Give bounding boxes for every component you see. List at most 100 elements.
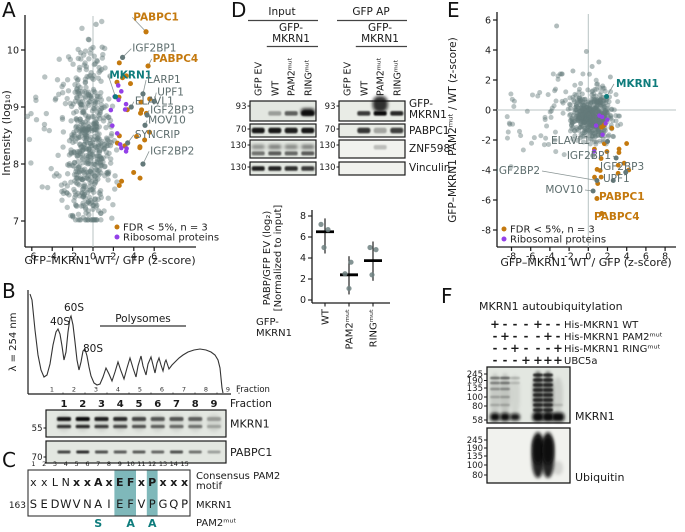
y-tick-label: 0 bbox=[485, 106, 491, 117]
cloud-point bbox=[66, 162, 72, 169]
cloud-point bbox=[99, 18, 105, 25]
cloud-point bbox=[85, 123, 92, 130]
consensus-letter: x bbox=[30, 476, 37, 489]
blot-smear bbox=[553, 461, 563, 475]
cloud-point bbox=[591, 110, 597, 116]
marker-label: 80 bbox=[472, 402, 483, 412]
cloud-point bbox=[75, 152, 81, 158]
cloud-point bbox=[78, 50, 84, 56]
group-header-Input: Input bbox=[268, 6, 295, 18]
cloud-point bbox=[592, 106, 598, 112]
cloud-point bbox=[98, 217, 104, 223]
cloud-point bbox=[585, 99, 591, 105]
cloud-point bbox=[92, 173, 98, 179]
cloud-point bbox=[595, 129, 601, 135]
cloud-point bbox=[96, 148, 103, 154]
ribosomal-point bbox=[114, 131, 120, 136]
blot-smear bbox=[510, 375, 520, 415]
cloud-point bbox=[96, 190, 102, 196]
cloud-point bbox=[588, 100, 594, 106]
cloud-point bbox=[86, 211, 92, 218]
cloud-point bbox=[95, 167, 101, 174]
cloud-point bbox=[592, 104, 598, 110]
cloud-point bbox=[572, 82, 578, 88]
cloud-point bbox=[89, 151, 96, 158]
cloud-point bbox=[88, 179, 95, 185]
blot-band bbox=[390, 111, 404, 116]
cloud-point bbox=[587, 108, 593, 114]
cloud-point bbox=[87, 72, 93, 79]
cloud-point bbox=[93, 116, 100, 122]
cloud-point bbox=[577, 135, 583, 141]
cloud-point bbox=[76, 88, 82, 94]
consensus-letter: x bbox=[73, 476, 80, 489]
cloud-point bbox=[578, 114, 584, 120]
cloud-point bbox=[604, 98, 610, 104]
labeled-point-PABPC4 bbox=[599, 211, 605, 216]
labeled-point-IGF2BP1 bbox=[119, 54, 126, 61]
significant-point bbox=[147, 129, 153, 135]
condition-label-3: UBC5a bbox=[564, 356, 597, 367]
cloud-point bbox=[588, 130, 594, 136]
cloud-point bbox=[99, 105, 105, 111]
cloud-point bbox=[587, 118, 593, 124]
cloud-point bbox=[80, 214, 86, 221]
marker-label: 130 bbox=[319, 141, 335, 151]
cloud-point bbox=[73, 175, 80, 181]
cloud-point bbox=[590, 152, 596, 158]
cloud-point bbox=[531, 135, 537, 141]
cloud-point bbox=[97, 188, 104, 194]
marker-label: 80 bbox=[472, 471, 483, 481]
cloud-point bbox=[94, 158, 100, 165]
cloud-point bbox=[80, 125, 87, 132]
cloud-point bbox=[546, 141, 552, 147]
blot-band bbox=[357, 111, 371, 116]
cloud-point bbox=[600, 100, 606, 106]
cloud-point bbox=[107, 117, 114, 124]
cloud-point bbox=[83, 217, 89, 223]
blot-band bbox=[500, 395, 510, 399]
cloud-point bbox=[583, 117, 589, 123]
cloud-point bbox=[585, 104, 591, 110]
cloud-point bbox=[579, 133, 585, 139]
cloud-point bbox=[82, 204, 89, 210]
cloud-point bbox=[588, 122, 594, 128]
cloud-point bbox=[582, 126, 588, 132]
cloud-point bbox=[86, 91, 92, 98]
marker-label: 135 bbox=[467, 452, 483, 462]
cloud-point bbox=[80, 193, 87, 200]
cloud-point bbox=[76, 193, 83, 199]
cloud-point bbox=[97, 109, 104, 116]
cloud-point bbox=[592, 86, 598, 92]
protein-label-IGF2BP3: IGF2BP3 bbox=[600, 161, 644, 173]
cloud-point bbox=[93, 166, 99, 173]
condition-sign: - bbox=[546, 341, 551, 355]
cloud-point bbox=[81, 135, 87, 142]
condition-sign: + bbox=[510, 341, 520, 355]
condition-sign: - bbox=[536, 341, 541, 355]
cloud-point bbox=[72, 189, 78, 195]
cloud-point bbox=[576, 86, 582, 92]
condition-sign: + bbox=[553, 341, 563, 355]
cloud-point bbox=[76, 182, 82, 188]
trace-fraction-number: 5 bbox=[138, 386, 142, 394]
blot-band-58 bbox=[500, 413, 510, 421]
protein-label-MKRN1: MKRN1 bbox=[109, 70, 152, 82]
cloud-point bbox=[574, 137, 580, 143]
cloud-point bbox=[82, 138, 89, 144]
cloud-point bbox=[577, 116, 583, 122]
cloud-point bbox=[78, 126, 84, 132]
cloud-point bbox=[506, 120, 512, 126]
blot-band bbox=[301, 166, 315, 171]
cloud-point bbox=[98, 105, 105, 112]
replicate-point bbox=[321, 244, 327, 251]
cloud-point bbox=[576, 115, 582, 121]
cloud-point bbox=[594, 81, 600, 87]
blot-band bbox=[553, 403, 563, 407]
cloud-point bbox=[572, 107, 578, 113]
replicate-point bbox=[367, 244, 373, 251]
replicate-point bbox=[369, 272, 375, 278]
cloud-point bbox=[588, 113, 594, 119]
cloud-point bbox=[71, 129, 77, 135]
cloud-point bbox=[598, 102, 604, 108]
